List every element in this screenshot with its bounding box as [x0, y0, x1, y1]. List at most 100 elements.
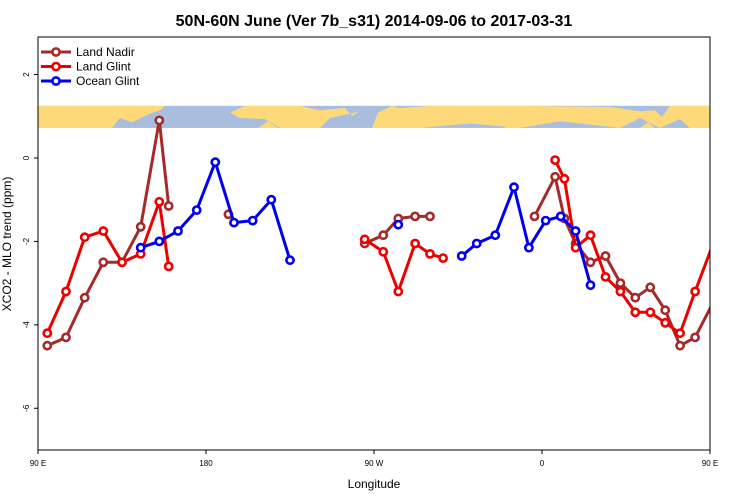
series-line [553, 159, 710, 335]
legend-item: Land Glint [41, 60, 131, 74]
data-point [645, 282, 656, 293]
y-axis: 2 0 -2 -4 -6 [22, 72, 38, 412]
data-point [734, 227, 741, 234]
data-point [154, 196, 165, 207]
data-point [154, 236, 165, 247]
data-point [615, 278, 626, 288]
x-tick-label: 180 [199, 459, 213, 468]
data-point [42, 328, 53, 339]
data-point [555, 211, 566, 222]
data-point [154, 115, 165, 126]
data-point [247, 215, 258, 226]
data-point [191, 205, 202, 215]
chart-title: 50N-60N June (Ver 7b_s31) 2014-09-06 to … [176, 13, 573, 30]
legend-label: Land Glint [76, 60, 131, 74]
land-mass-4 [505, 120, 520, 128]
map-band-land [38, 105, 710, 128]
legend-swatch-marker [51, 76, 61, 86]
data-point [393, 219, 404, 230]
land-mass-0 [38, 105, 165, 128]
data-point [600, 271, 611, 282]
data-point [630, 292, 641, 303]
x-tick-label: 0 [540, 459, 545, 468]
series-ocean-glint [135, 157, 596, 291]
data-point [585, 257, 596, 268]
legend-item: Land Nadir [41, 45, 135, 59]
data-point [550, 155, 560, 165]
legend-swatch-marker [51, 47, 61, 57]
data-point [690, 286, 700, 297]
legend-swatch-marker [51, 61, 61, 72]
data-point [675, 340, 685, 351]
data-point [712, 294, 719, 301]
legend-label: Ocean Glint [76, 74, 140, 88]
data-point [42, 340, 53, 351]
data-point [524, 242, 534, 253]
series-line [46, 118, 171, 348]
x-axis: 90 E 180 90 W 0 90 E [30, 450, 718, 468]
data-point [615, 286, 626, 297]
data-point [163, 261, 174, 272]
data-point [173, 226, 183, 236]
data-point [285, 255, 295, 266]
series-line [45, 200, 171, 334]
data-point [378, 246, 389, 257]
data-point [585, 230, 596, 241]
data-point [98, 226, 109, 236]
data-point [540, 215, 551, 226]
series-land-glint [42, 155, 741, 339]
data-point [266, 194, 277, 205]
land-mass-2 [258, 121, 278, 128]
data-point [410, 211, 420, 222]
series-line [140, 160, 292, 261]
data-point [660, 317, 671, 328]
x-axis-title: Longitude [348, 477, 401, 491]
land-mass-5 [640, 122, 655, 128]
data-point [135, 221, 146, 232]
data-point [79, 232, 90, 243]
land-mass-1 [230, 105, 360, 128]
data-point [393, 286, 404, 297]
data-point [471, 238, 482, 249]
data-point [98, 257, 109, 268]
series-line [363, 238, 444, 293]
land-mass-3 [372, 105, 710, 128]
data-point [456, 251, 467, 261]
data-point [630, 307, 641, 318]
x-tick-label: 90 E [702, 459, 718, 468]
data-point [61, 286, 71, 297]
data-point [425, 248, 435, 259]
data-point [570, 226, 581, 236]
data-point [675, 328, 685, 339]
x-tick-label: 90 W [365, 459, 384, 468]
data-point [410, 238, 420, 249]
y-tick-label: -4 [22, 321, 31, 329]
data-point [135, 242, 146, 253]
data-point [378, 230, 389, 241]
data-point [645, 307, 656, 318]
data-point [229, 217, 239, 228]
y-tick-label: 2 [22, 72, 31, 77]
data-point [529, 211, 540, 222]
data-point [585, 280, 596, 291]
data-point [559, 173, 570, 184]
data-point [117, 257, 127, 268]
data-point [438, 253, 448, 263]
data-point [61, 332, 71, 343]
y-tick-label: -6 [22, 404, 31, 412]
data-point [79, 292, 90, 303]
data-point [712, 234, 719, 241]
y-tick-label: -2 [22, 237, 31, 245]
data-point [425, 211, 435, 222]
data-point [600, 251, 611, 261]
data-point [509, 182, 519, 193]
legend-label: Land Nadir [76, 45, 135, 59]
data-point [490, 230, 501, 241]
y-tick-label: 0 [22, 155, 31, 160]
map-band [38, 105, 710, 128]
data-point [690, 332, 700, 343]
data-point [359, 234, 370, 245]
x-tick-label: 90 E [30, 459, 46, 468]
